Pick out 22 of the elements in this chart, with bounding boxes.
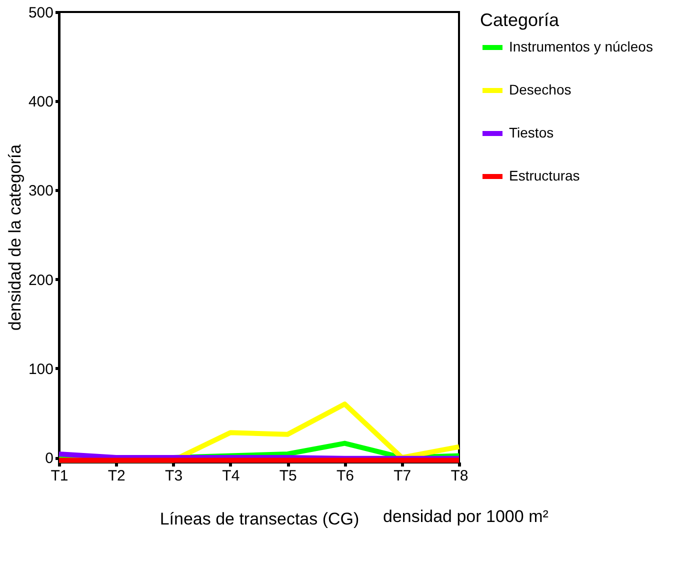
x-tick-label: T8	[450, 468, 468, 484]
y-tick-label: 0	[45, 450, 54, 468]
y-axis-title: densidad de la categoría	[5, 144, 24, 331]
x-tick-label: T6	[336, 468, 354, 484]
y-tick-label: 500	[28, 4, 54, 22]
legend-label: Estructuras	[509, 168, 580, 184]
x-tick-label: T5	[279, 468, 297, 484]
legend-label: Instrumentos y núcleos	[509, 38, 653, 54]
x-tick-label: T7	[394, 468, 412, 484]
text: densidad por 1000 m²	[383, 507, 549, 526]
legend-label: Desechos	[509, 82, 572, 98]
x-tick-label: T1	[50, 468, 68, 484]
legend-label: Tiestos	[509, 124, 554, 140]
y-tick-label: 400	[28, 94, 54, 111]
y-tick-label: 200	[28, 272, 54, 289]
legend-title: Categoría	[480, 10, 560, 30]
y-tick-label: 300	[28, 182, 54, 200]
x-tick-label: T3	[165, 468, 183, 484]
x-tick-label: T2	[108, 468, 126, 484]
x-axis-title: Líneas de transectas (CG)	[160, 510, 360, 528]
x-tick-label: T4	[222, 468, 240, 484]
y-tick-label: 100	[28, 360, 54, 378]
